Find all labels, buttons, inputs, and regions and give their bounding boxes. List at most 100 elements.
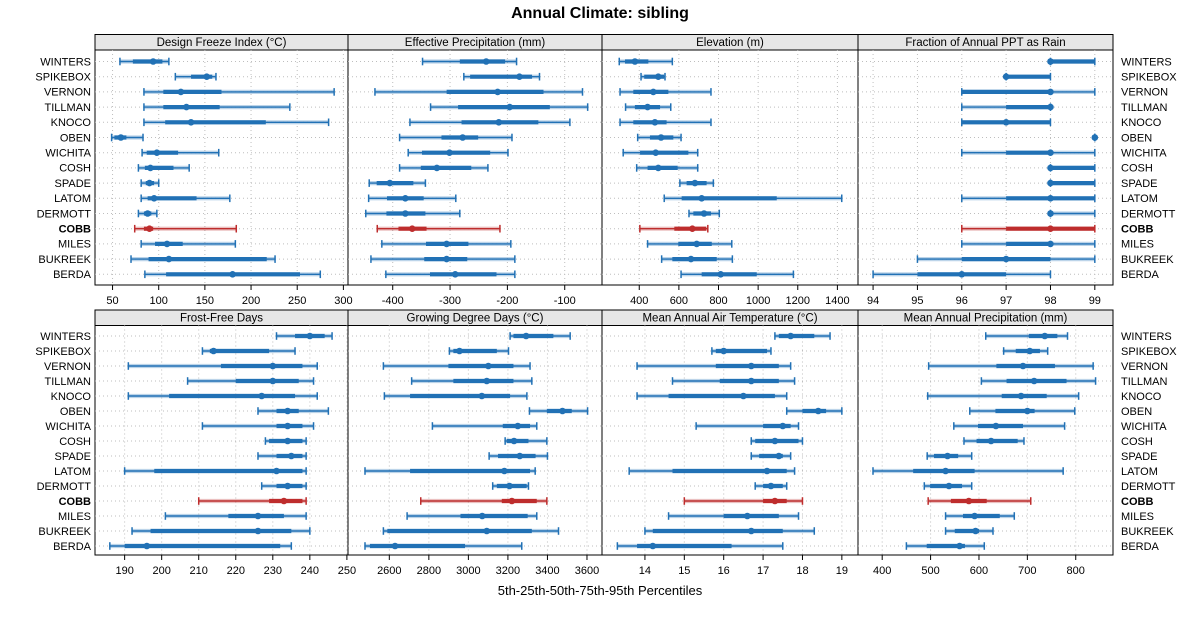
station-label-right: BUKREEK xyxy=(1121,526,1174,538)
percentile-row-BERDA xyxy=(872,270,1052,279)
median-dot xyxy=(965,497,973,505)
station-label-right: WINTERS xyxy=(1121,331,1172,343)
tick-label: -100 xyxy=(554,295,576,307)
median-dot xyxy=(559,407,566,415)
percentile-row-TILLMAN xyxy=(961,103,1054,111)
station-label-left: OBEN xyxy=(60,406,91,418)
percentiles-caption: 5th-25th-50th-75th-95th Percentiles xyxy=(497,583,703,598)
percentile-row-TILLMAN xyxy=(671,377,796,385)
percentile-row-WICHITA xyxy=(953,422,1066,430)
station-label-left: DERMOTT xyxy=(37,208,92,220)
median-dot xyxy=(717,271,724,278)
median-dot xyxy=(269,362,277,370)
percentile-row-BUKREEK xyxy=(644,527,816,535)
station-label-right: LATOM xyxy=(1121,466,1158,478)
panel-Mean Annual Precipitation (mm): Mean Annual Precipitation (mm) 400 500 600 7… xyxy=(857,309,1114,577)
median-dot xyxy=(483,527,491,535)
station-label-left: VERNON xyxy=(44,361,91,373)
station-label-left: VERNON xyxy=(44,87,91,99)
percentile-row-SPADE xyxy=(257,452,307,460)
panel-Effective Precipitation (mm): Effective Precipitation (mm) -400 -300 -200… xyxy=(347,34,603,307)
tick-label: 19 xyxy=(836,565,848,577)
station-label-right: COBB xyxy=(1121,224,1153,236)
percentile-row-DERMOTT xyxy=(260,482,307,490)
median-dot xyxy=(698,195,705,202)
station-label-right: COBB xyxy=(1121,496,1153,508)
median-dot xyxy=(443,255,450,263)
median-dot xyxy=(117,134,125,141)
median-dot xyxy=(787,332,794,340)
station-label-left: KNOCO xyxy=(51,391,92,403)
median-dot xyxy=(408,225,416,232)
percentile-row-BUKREEK xyxy=(370,255,516,263)
percentile-row-VERNON xyxy=(382,362,531,370)
station-label-right: DERMOTT xyxy=(1121,481,1176,493)
percentile-row-SPADE xyxy=(926,452,973,460)
percentile-row-KNOCO xyxy=(619,118,712,127)
x-axis: 400 500 600 700 800 xyxy=(873,555,1085,577)
percentile-row-KNOCO xyxy=(961,118,1052,127)
median-dot xyxy=(1047,210,1054,217)
median-dot xyxy=(516,452,524,460)
tick-label: -400 xyxy=(382,295,404,307)
percentile-row-OBEN xyxy=(1091,133,1099,142)
percentile-row-BUKREEK xyxy=(660,255,734,263)
percentile-row-DERMOTT xyxy=(688,209,721,218)
median-dot xyxy=(183,103,190,111)
percentile-row-TILLMAN xyxy=(410,377,533,385)
percentile-row-SPADE xyxy=(1047,179,1096,187)
station-label-left: MILES xyxy=(58,239,91,251)
station-label-right: BUKREEK xyxy=(1121,254,1174,266)
median-dot xyxy=(654,164,662,172)
panel-Growing Degree Days (°C): Growing Degree Days (°C) 2600 2800 3000 3200… xyxy=(347,309,603,577)
station-label-left: SPADE xyxy=(55,178,91,190)
median-dot xyxy=(494,88,501,96)
percentile-row-WICHITA xyxy=(961,148,1096,157)
percentile-row-SPADE xyxy=(368,179,427,187)
percentile-row-BERDA xyxy=(680,270,795,279)
percentile-row-LATOM xyxy=(364,467,536,475)
median-dot xyxy=(1002,255,1010,263)
percentile-row-COBB xyxy=(419,497,548,505)
median-dot xyxy=(506,482,513,490)
station-label-right: OBEN xyxy=(1121,406,1152,418)
median-dot xyxy=(1019,362,1027,370)
percentile-row-BERDA xyxy=(144,270,322,279)
panel-Design Freeze Index (°C): Design Freeze Index (°C) 50 100 150 200 250 30… xyxy=(94,34,353,307)
percentile-row-DERMOTT xyxy=(923,482,973,490)
percentile-row-COSH xyxy=(963,437,1025,445)
tick-label: 700 xyxy=(1018,565,1036,577)
station-label-left: BERDA xyxy=(53,541,92,553)
tick-label: 100 xyxy=(150,295,168,307)
percentile-row-MILES xyxy=(164,512,307,520)
percentile-row-COBB xyxy=(683,497,804,505)
panel-title: Growing Degree Days (°C) xyxy=(407,313,544,325)
percentile-row-VERNON xyxy=(127,362,319,370)
station-label-left: OBEN xyxy=(60,132,91,144)
median-dot xyxy=(1030,377,1038,385)
median-dot xyxy=(456,347,463,355)
median-dot xyxy=(1024,407,1031,415)
percentile-row-DERMOTT xyxy=(137,209,158,218)
median-dot xyxy=(165,255,173,263)
panel-box xyxy=(601,325,859,556)
percentile-row-LATOM xyxy=(961,194,1096,203)
station-label-right: BERDA xyxy=(1121,269,1160,281)
station-label-right: SPIKEBOX xyxy=(1121,346,1177,358)
percentile-row-WICHITA xyxy=(622,148,699,157)
median-dot xyxy=(814,407,822,415)
median-dot xyxy=(1047,179,1054,187)
station-label-left: WICHITA xyxy=(45,421,91,433)
median-dot xyxy=(689,225,696,232)
median-dot xyxy=(187,119,195,126)
median-dot xyxy=(775,452,783,460)
median-dot xyxy=(153,149,161,156)
median-dot xyxy=(779,422,787,430)
station-label-right: SPADE xyxy=(1121,178,1157,190)
median-dot xyxy=(163,240,171,248)
station-label-right: TILLMAN xyxy=(1121,102,1168,114)
percentile-row-MILES xyxy=(961,240,1096,248)
tick-label: 3000 xyxy=(456,565,480,577)
median-dot xyxy=(482,58,490,65)
median-dot xyxy=(1002,73,1010,80)
